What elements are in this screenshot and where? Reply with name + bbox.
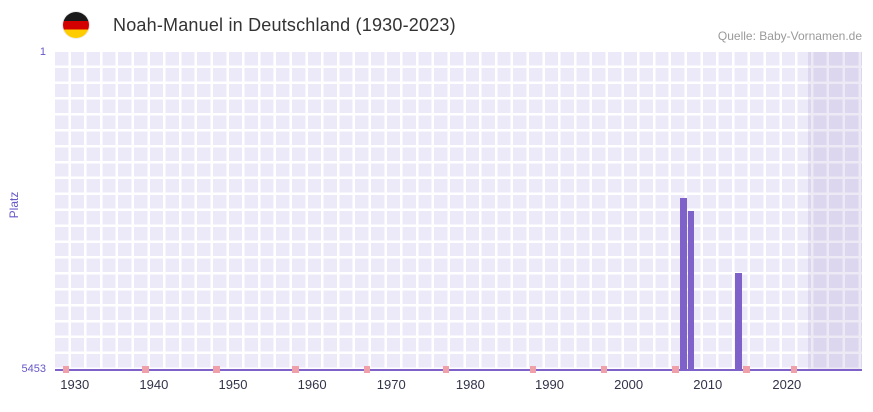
rank-bar-2008 [687,211,695,370]
unranked-mark-1967 [363,366,371,373]
unranked-mark-1977 [442,366,450,373]
source-attribution: Quelle: Baby-Vornamen.de [717,29,862,43]
x-tick-2020: 2020 [772,377,802,392]
unranked-mark-2006 [672,366,679,373]
x-tick-2000: 2000 [614,377,644,392]
x-tick-1930: 1930 [60,377,90,392]
unranked-mark-2021 [790,366,798,373]
y-axis-tick-top: 1 [39,46,46,58]
rank-bar-2007 [680,198,687,370]
chart-header: Noah-Manuel in Deutschland (1930-2023) [63,10,456,40]
german-flag-icon [63,12,89,38]
plot-area [55,52,862,373]
unranked-mark-2015 [743,366,750,373]
x-tick-1970: 1970 [376,377,406,392]
x-tick-1990: 1990 [535,377,564,392]
x-tick-1980: 1980 [455,377,485,392]
x-tick-1940: 1940 [139,377,169,392]
x-tick-1960: 1960 [297,377,327,392]
y-axis-tick-bottom: 5453 [21,363,46,375]
unranked-mark-1997 [600,366,608,373]
chart-title: Noah-Manuel in Deutschland (1930-2023) [113,14,456,35]
y-axis-title: Platz [7,191,21,219]
unranked-mark-1988 [529,366,537,373]
unranked-mark-1929 [62,366,70,373]
x-axis-line [55,369,862,371]
x-axis-ticks: 1930 1940 1950 1960 1970 1980 1990 2000 2010 2020 [55,377,862,397]
x-tick-1950: 1950 [218,377,248,392]
unranked-mark-1939 [142,366,149,373]
unranked-mark-1958 [292,366,299,373]
x-tick-2010: 2010 [693,377,723,392]
future-years-band [808,52,862,370]
unranked-mark-1948 [213,366,220,373]
rank-bar-2014 [735,273,742,370]
